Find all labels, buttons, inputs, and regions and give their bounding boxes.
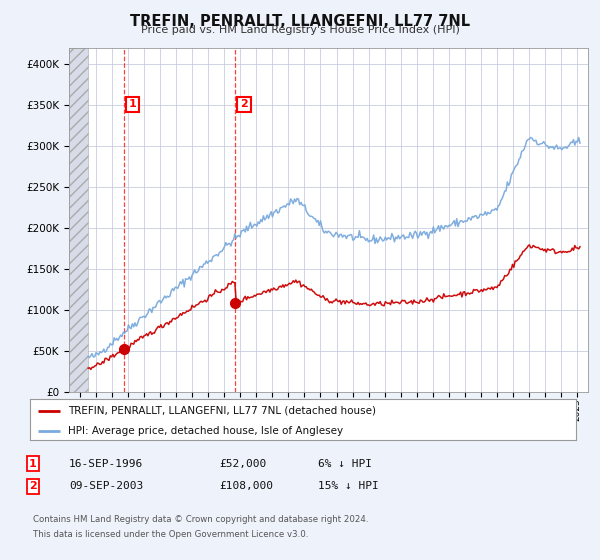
Text: 2: 2 (240, 100, 248, 109)
Text: Contains HM Land Registry data © Crown copyright and database right 2024.: Contains HM Land Registry data © Crown c… (33, 515, 368, 524)
Text: 1: 1 (29, 459, 37, 469)
Text: TREFIN, PENRALLT, LLANGEFNI, LL77 7NL: TREFIN, PENRALLT, LLANGEFNI, LL77 7NL (130, 14, 470, 29)
Text: Price paid vs. HM Land Registry's House Price Index (HPI): Price paid vs. HM Land Registry's House … (140, 25, 460, 35)
Text: £108,000: £108,000 (219, 481, 273, 491)
Bar (69, 48, 88, 392)
Text: HPI: Average price, detached house, Isle of Anglesey: HPI: Average price, detached house, Isle… (68, 426, 343, 436)
Text: 09-SEP-2003: 09-SEP-2003 (69, 481, 143, 491)
Text: TREFIN, PENRALLT, LLANGEFNI, LL77 7NL (detached house): TREFIN, PENRALLT, LLANGEFNI, LL77 7NL (d… (68, 405, 376, 416)
Text: 1: 1 (128, 100, 136, 109)
Text: 16-SEP-1996: 16-SEP-1996 (69, 459, 143, 469)
Text: 15% ↓ HPI: 15% ↓ HPI (318, 481, 379, 491)
Text: This data is licensed under the Open Government Licence v3.0.: This data is licensed under the Open Gov… (33, 530, 308, 539)
Text: 6% ↓ HPI: 6% ↓ HPI (318, 459, 372, 469)
Text: 2: 2 (29, 481, 37, 491)
Text: £52,000: £52,000 (219, 459, 266, 469)
